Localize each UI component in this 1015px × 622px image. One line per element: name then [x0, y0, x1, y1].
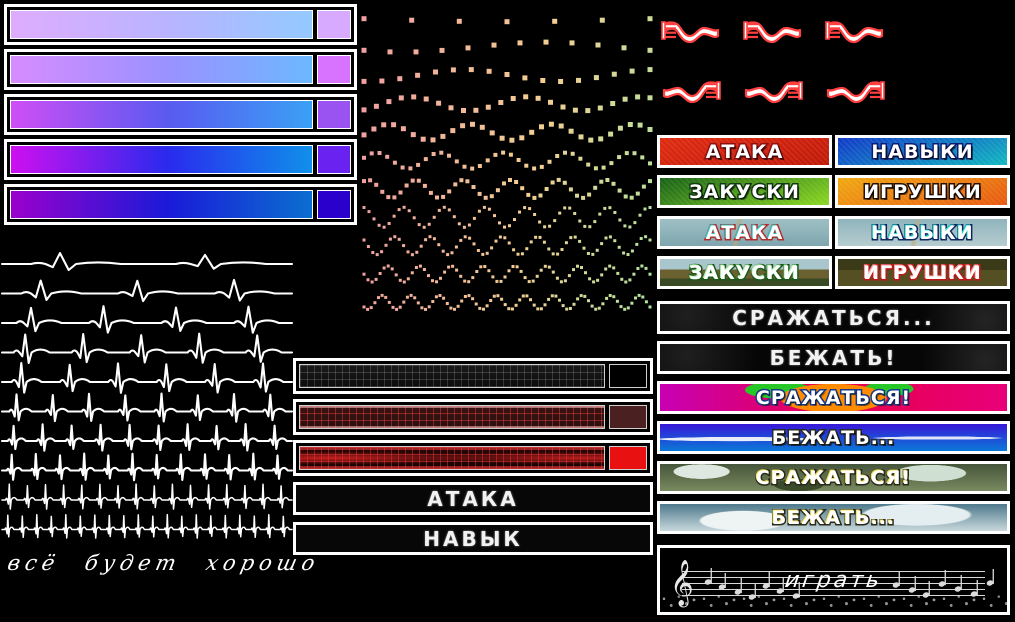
gradient-bar-fill: [10, 100, 313, 129]
squiggle-f-icon: [824, 78, 886, 108]
button-background-detail: [660, 384, 1007, 411]
button-navyk-dark[interactable]: НАВЫК: [293, 522, 653, 555]
hp-bar-edge: [300, 406, 604, 428]
button-label: СРАЖАТЬСЯ!: [754, 465, 912, 490]
button-background-detail: [660, 259, 829, 286]
button-background: [660, 304, 1007, 331]
hp-bar-swatch[interactable]: [609, 405, 647, 429]
button-label: ИГРУШКИ: [862, 260, 982, 285]
button-ataka-photo[interactable]: АТАКА: [657, 216, 832, 249]
button-background-detail: [660, 464, 1007, 491]
gradient-bar-3[interactable]: [4, 94, 357, 135]
gradient-bar-5[interactable]: [4, 184, 357, 225]
button-background: [660, 344, 1007, 371]
button-background: [660, 178, 829, 205]
hp-bar-red[interactable]: [293, 440, 653, 476]
gradient-bar-swatch[interactable]: [317, 190, 351, 219]
button-background-detail: [838, 138, 1007, 165]
ecg-waveform-panel: всё будет хорошо: [0, 252, 322, 582]
button-label: БЕЖАТЬ...: [770, 505, 896, 530]
button-background-detail: [838, 178, 1007, 205]
gradient-bar-swatch[interactable]: [317, 10, 351, 39]
hp-bar-fill: [299, 405, 605, 429]
button-zakuski-green[interactable]: ЗАКУСКИ: [657, 175, 832, 208]
button-bezhat-sky[interactable]: БЕЖАТЬ...: [657, 501, 1010, 534]
button-background-detail: [660, 424, 1007, 451]
button-label: АТАКА: [427, 486, 519, 511]
button-label: АТАКА: [704, 220, 784, 245]
squiggle-b-icon: [742, 18, 804, 48]
gradient-bar-swatch[interactable]: [317, 145, 351, 174]
button-srazhatsya-forest[interactable]: СРАЖАТЬСЯ!: [657, 461, 1010, 494]
hp-bar-swatch[interactable]: [609, 364, 647, 388]
button-label: НАВЫКИ: [870, 139, 974, 164]
button-background-detail: [660, 344, 1007, 371]
gradient-bar-fill: [10, 190, 313, 219]
squiggle-a-icon: [660, 18, 722, 48]
music-panel-label: играть: [783, 567, 884, 593]
music-panel-grain: [660, 590, 1007, 612]
button-label: НАВЫКИ: [870, 220, 974, 245]
gradient-bar-swatch[interactable]: [317, 100, 351, 129]
button-navyki-photo[interactable]: НАВЫКИ: [835, 216, 1010, 249]
button-label: СРАЖАТЬСЯ...: [732, 305, 935, 330]
gradient-bar-4[interactable]: [4, 139, 357, 180]
button-label: СРАЖАТЬСЯ!: [754, 385, 912, 410]
hp-bar-grid-texture: [300, 365, 604, 387]
button-background-detail: [838, 219, 1007, 246]
squiggle-c-icon: [824, 18, 886, 48]
button-srazhatsya-magenta[interactable]: СРАЖАТЬСЯ!: [657, 381, 1010, 414]
button-label: НАВЫК: [423, 526, 523, 551]
ecg-caption: всё будет хорошо: [5, 551, 323, 575]
dotted-waves-panel: [358, 4, 658, 316]
button-background: [660, 138, 829, 165]
button-ataka-red[interactable]: АТАКА: [657, 135, 832, 168]
gradient-bar-2[interactable]: [4, 49, 357, 90]
button-srazhatsya-dark[interactable]: СРАЖАТЬСЯ...: [657, 301, 1010, 334]
gradient-bar-1[interactable]: [4, 4, 357, 45]
button-background-detail: [660, 219, 829, 246]
button-background: [838, 138, 1007, 165]
squiggle-d-icon: [660, 78, 722, 108]
hp-bar-swatch[interactable]: [609, 446, 647, 470]
button-label: ЗАКУСКИ: [688, 260, 801, 285]
button-igrushki-orange[interactable]: ИГРУШКИ: [835, 175, 1010, 208]
gradient-bar-fill: [10, 10, 313, 39]
button-igrushki-photo[interactable]: ИГРУШКИ: [835, 256, 1010, 289]
gradient-bar-fill: [10, 55, 313, 84]
button-bezhat-blue[interactable]: БЕЖАТЬ...: [657, 421, 1010, 454]
button-background: [838, 178, 1007, 205]
hp-bar-fill: [299, 364, 605, 388]
button-label: АТАКА: [704, 139, 784, 164]
button-bezhat-dark[interactable]: БЕЖАТЬ!: [657, 341, 1010, 374]
button-background-detail: [660, 504, 1007, 531]
button-navyki-blue[interactable]: НАВЫКИ: [835, 135, 1010, 168]
hp-bar-glow: [300, 447, 604, 469]
button-label: ИГРУШКИ: [862, 179, 982, 204]
button-label: ЗАКУСКИ: [688, 179, 801, 204]
gradient-bar-fill: [10, 145, 313, 174]
hp-bar-fill: [299, 446, 605, 470]
button-ataka-dark[interactable]: АТАКА: [293, 482, 653, 515]
button-background-detail: [660, 138, 829, 165]
button-igrat-music[interactable]: 𝄞 играть: [657, 545, 1010, 615]
button-background-detail: [838, 259, 1007, 286]
button-background-detail: [660, 178, 829, 205]
hp-bar-maroon[interactable]: [293, 399, 653, 435]
button-zakuski-photo[interactable]: ЗАКУСКИ: [657, 256, 832, 289]
hp-bar-dark[interactable]: [293, 358, 653, 394]
button-label: БЕЖАТЬ!: [769, 345, 898, 370]
button-label: БЕЖАТЬ...: [770, 425, 896, 450]
squiggle-e-icon: [742, 78, 804, 108]
gradient-bar-swatch[interactable]: [317, 55, 351, 84]
button-background-detail: [660, 304, 1007, 331]
